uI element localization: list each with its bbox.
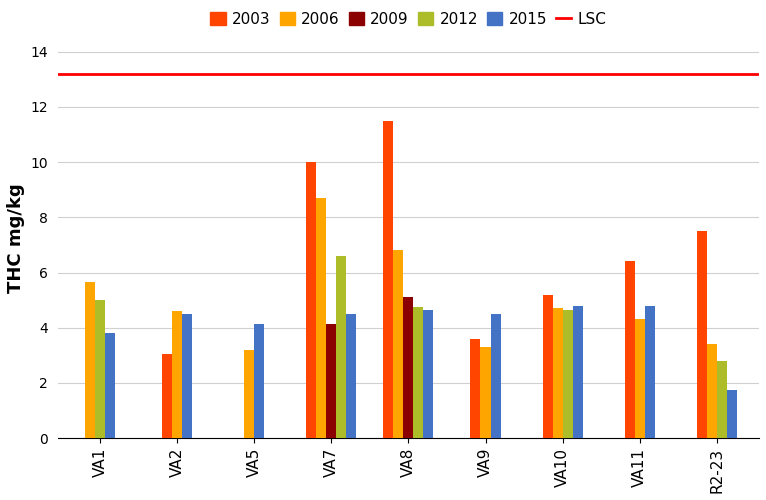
Bar [346, 314, 356, 438]
Bar [490, 314, 500, 438]
Legend: 2003, 2006, 2009, 2012, 2015, LSC: 2003, 2006, 2009, 2012, 2015, LSC [205, 6, 613, 32]
Bar [306, 162, 316, 438]
Bar [624, 262, 634, 438]
Bar [424, 310, 434, 438]
Bar [105, 334, 115, 438]
Bar [717, 361, 727, 438]
Bar [552, 308, 562, 438]
Bar [480, 347, 490, 438]
Bar [404, 298, 414, 438]
Bar [645, 306, 655, 438]
Bar [244, 350, 254, 438]
Bar [562, 310, 572, 438]
Bar [182, 314, 192, 438]
Bar [707, 344, 717, 438]
Bar [634, 320, 645, 438]
Bar [470, 339, 480, 438]
Bar [95, 300, 105, 438]
Bar [316, 198, 326, 438]
Bar [162, 354, 172, 438]
Bar [696, 231, 707, 438]
Bar [572, 306, 583, 438]
Bar [336, 256, 346, 438]
Bar [414, 307, 424, 438]
Bar [727, 390, 737, 438]
Bar [542, 294, 552, 438]
Bar [172, 311, 182, 438]
Bar [326, 324, 336, 438]
Bar [394, 250, 404, 438]
Bar [254, 324, 264, 438]
Bar [384, 120, 394, 438]
Bar [85, 282, 95, 438]
Y-axis label: THC mg/kg: THC mg/kg [7, 183, 25, 293]
